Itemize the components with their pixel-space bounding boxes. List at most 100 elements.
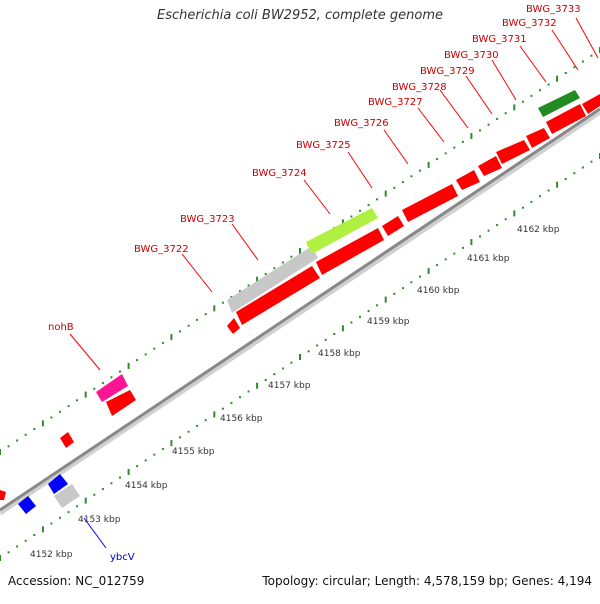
gene-feature-bwg-3732[interactable]: [582, 94, 600, 114]
gene-feature-grey-small[interactable]: [54, 484, 80, 508]
gene-label[interactable]: BWG_3726: [334, 118, 389, 129]
gene-feature-bwg-3728[interactable]: [478, 156, 502, 176]
outer-tick-mark: [41, 420, 44, 427]
inner-tick-mark: [376, 304, 379, 307]
outer-tick-mark: [547, 83, 550, 86]
gene-feature-blue-1[interactable]: [48, 474, 68, 494]
inner-tick-mark: [410, 281, 413, 284]
scale-tick-label: 4162 kbp: [517, 225, 560, 235]
gene-label[interactable]: BWG_3723: [180, 214, 235, 225]
map-title: Escherichia coli BW2952, complete genome: [157, 8, 443, 23]
inner-tick-mark: [196, 424, 199, 427]
outer-tick-mark: [16, 439, 19, 442]
inner-tick-mark: [50, 522, 53, 525]
gene-label[interactable]: BWG_3724: [252, 168, 307, 179]
outer-tick-mark: [281, 261, 284, 264]
gene-features: [0, 90, 600, 514]
genome-backbone: [0, 107, 600, 512]
gene-label[interactable]: BWG_3729: [420, 66, 475, 77]
inner-tick-mark: [136, 465, 139, 468]
outer-tick-mark: [101, 382, 104, 385]
outer-tick-mark: [230, 295, 233, 298]
outer-tick-mark: [161, 341, 164, 344]
topology-summary: Topology: circular; Length: 4,578,159 bp…: [262, 574, 592, 588]
gene-label[interactable]: BWG_3725: [296, 140, 351, 151]
gene-feature-bwg-3729[interactable]: [496, 140, 530, 164]
outer-tick-mark: [410, 175, 413, 178]
gene-labels: BWG_3733 BWG_3732 BWG_3731 BWG_3730 BWG_3729…: [48, 4, 581, 563]
inner-tick-mark: [93, 493, 96, 496]
gene-feature-bwg-3722[interactable]: [227, 246, 318, 313]
inner-tick-mark: [547, 189, 550, 192]
gene-feature-red-1[interactable]: [227, 318, 240, 334]
outer-tick-mark: [144, 353, 147, 356]
gene-feature-red-5[interactable]: [0, 490, 6, 500]
inner-tick-mark: [264, 379, 267, 381]
gene-label[interactable]: BWG_3732: [502, 18, 557, 29]
outer-tick-mark: [50, 416, 53, 419]
gene-feature-bwg-3733[interactable]: [538, 90, 580, 117]
gene-feature-ybcv[interactable]: [18, 496, 36, 514]
inner-tick-mark: [307, 350, 310, 353]
gene-feature-red-2[interactable]: [382, 216, 404, 236]
gene-label[interactable]: BWG_3727: [368, 97, 423, 108]
outer-tick-mark: [7, 445, 10, 448]
gene-label[interactable]: BWG_3730: [444, 50, 499, 61]
gene-feature-bwg-3725[interactable]: [316, 228, 384, 275]
inner-tick-ring: [0, 153, 600, 561]
inner-tick-mark: [556, 181, 559, 188]
outer-tick-mark: [564, 72, 567, 74]
inner-tick-mark: [110, 482, 113, 485]
outer-tick-mark: [436, 158, 439, 161]
gene-feature-bwg-3731[interactable]: [546, 104, 586, 134]
outer-tick-mark: [239, 290, 241, 293]
outer-tick-mark: [573, 66, 576, 69]
outer-tick-mark: [221, 301, 224, 304]
gene-label[interactable]: BWG_3722: [134, 244, 189, 255]
gene-feature-bwg-3724[interactable]: [236, 266, 320, 325]
gene-feature-red-3[interactable]: [106, 390, 136, 416]
gene-label[interactable]: ybcV: [110, 552, 135, 563]
outer-tick-mark: [179, 330, 181, 333]
outer-tick-mark: [521, 100, 524, 103]
outer-tick-mark: [530, 94, 533, 97]
inner-tick-mark: [273, 373, 276, 376]
gene-feature-nohb[interactable]: [96, 374, 128, 402]
gene-label[interactable]: BWG_3731: [472, 34, 527, 45]
gene-label[interactable]: nohB: [48, 322, 74, 333]
inner-tick-mark: [487, 229, 490, 232]
outer-tick-mark: [136, 359, 139, 362]
inner-tick-mark: [59, 516, 61, 519]
inner-tick-mark: [290, 361, 293, 364]
inner-tick-mark: [401, 287, 404, 290]
inner-tick-mark: [7, 551, 10, 554]
gene-label[interactable]: BWG_3728: [392, 82, 447, 93]
genome-backbone-shadow: [0, 109, 600, 516]
outer-tick-mark: [376, 198, 379, 201]
outer-tick-mark: [539, 89, 541, 92]
gene-feature-bwg-3723[interactable]: [306, 208, 378, 254]
scale-tick-label: 4155 kbp: [172, 447, 215, 457]
inner-tick-mark: [470, 239, 473, 246]
gene-feature-bwg-3730[interactable]: [526, 128, 550, 148]
outer-tick-mark: [84, 391, 87, 398]
outer-tick-mark: [170, 334, 173, 341]
scale-tick-label: 4156 kbp: [220, 414, 263, 424]
inner-tick-mark: [384, 296, 387, 303]
outer-tick-mark: [153, 347, 156, 350]
outer-tick-mark: [76, 399, 79, 402]
inner-tick-mark: [179, 436, 181, 439]
inner-tick-mark: [324, 338, 327, 341]
inner-tick-mark: [521, 206, 524, 209]
outer-tick-mark: [393, 186, 396, 189]
gene-feature-bwg-3727[interactable]: [456, 170, 480, 190]
outer-tick-mark: [67, 405, 70, 408]
gene-label[interactable]: BWG_3733: [526, 4, 581, 15]
gene-feature-bwg-3726[interactable]: [402, 184, 458, 222]
gene-feature-red-4[interactable]: [60, 432, 74, 448]
outer-tick-mark: [341, 219, 344, 226]
outer-tick-mark: [290, 255, 293, 258]
scale-tick-label: 4157 kbp: [268, 381, 311, 391]
accession-text: Accession: NC_012759: [8, 574, 145, 588]
